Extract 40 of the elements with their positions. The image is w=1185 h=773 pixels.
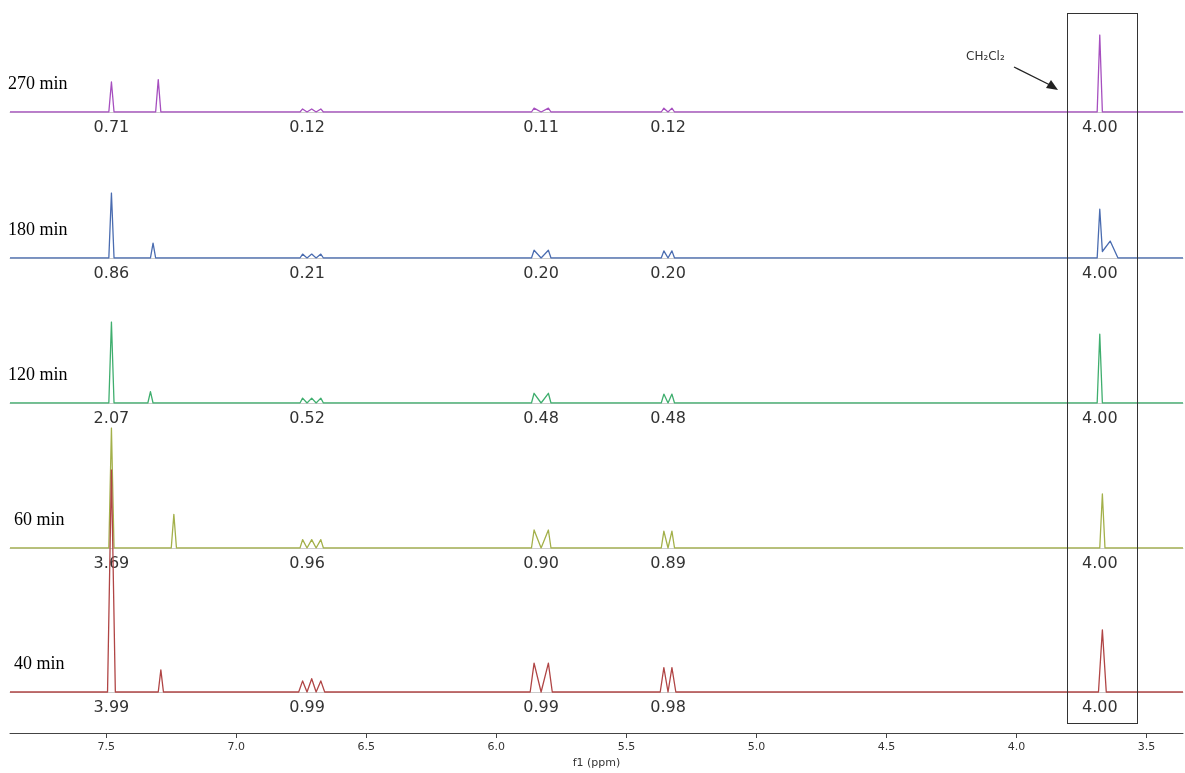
- annotation: 4.00: [1081, 407, 1118, 427]
- annotation: 2.07: [93, 407, 130, 427]
- annotation: 0.48: [650, 407, 686, 427]
- series-label: 180 min: [8, 219, 68, 239]
- x-tick-label: 4.5: [877, 740, 896, 753]
- annotation: 3.99: [93, 696, 130, 716]
- annotation: 0.86: [93, 262, 130, 282]
- annotation: 0.89: [650, 552, 686, 572]
- annotation: 0.20: [650, 262, 686, 282]
- annotation: 0.12: [289, 116, 325, 136]
- x-tick-label: 7.5: [97, 740, 115, 753]
- series-label: 40 min: [14, 653, 65, 673]
- series-label: 270 min: [8, 73, 68, 93]
- annotation: 4.00: [1081, 262, 1118, 282]
- x-tick-label: 5.5: [617, 740, 636, 753]
- series-label: 120 min: [8, 364, 68, 384]
- annotation: 0.48: [523, 407, 559, 427]
- x-tick-label: 6.0: [487, 740, 506, 753]
- annotation: 0.71: [93, 116, 130, 136]
- annotation: 0.20: [523, 262, 559, 282]
- annotation: 0.90: [523, 552, 559, 572]
- x-tick-label: 5.0: [747, 740, 766, 753]
- annotation: 0.52: [289, 407, 325, 427]
- annotation: CH₂Cl₂: [966, 49, 1005, 63]
- x-axis-title: f1 (ppm): [572, 755, 621, 769]
- annotation: 4.00: [1081, 116, 1118, 136]
- x-tick-label: 3.5: [1137, 740, 1156, 753]
- annotation: 0.12: [650, 116, 686, 136]
- annotation: 0.98: [650, 696, 686, 716]
- x-tick-label: 4.0: [1007, 740, 1026, 753]
- annotation: 4.00: [1081, 552, 1118, 572]
- annotation: 4.00: [1081, 696, 1118, 716]
- annotation: 0.99: [289, 696, 325, 716]
- x-tick-label: 6.5: [357, 740, 376, 753]
- annotation: 0.11: [523, 116, 559, 136]
- annotation: 0.21: [289, 262, 325, 282]
- x-tick-label: 7.0: [227, 740, 246, 753]
- annotation: 0.99: [523, 696, 559, 716]
- series-label: 60 min: [14, 509, 65, 529]
- annotation: 0.96: [289, 552, 325, 572]
